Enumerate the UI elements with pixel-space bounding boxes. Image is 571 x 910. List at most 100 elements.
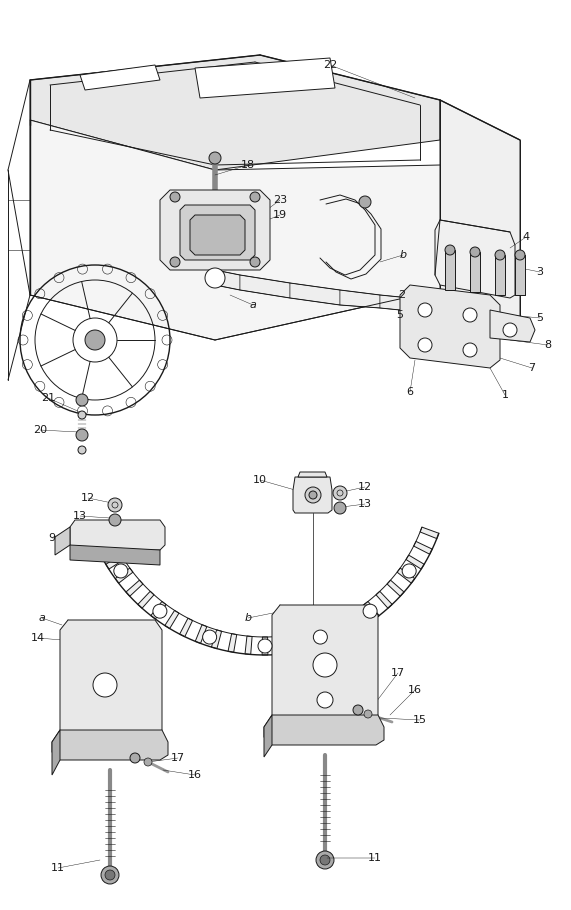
Polygon shape bbox=[440, 298, 460, 311]
Polygon shape bbox=[138, 592, 154, 608]
Circle shape bbox=[114, 564, 128, 578]
Circle shape bbox=[470, 247, 480, 257]
Text: 21: 21 bbox=[41, 393, 55, 403]
Polygon shape bbox=[298, 472, 327, 477]
Polygon shape bbox=[195, 624, 207, 643]
Polygon shape bbox=[52, 730, 168, 760]
Polygon shape bbox=[380, 295, 410, 311]
Polygon shape bbox=[290, 283, 340, 305]
Polygon shape bbox=[60, 620, 162, 738]
Text: 3: 3 bbox=[537, 267, 544, 277]
Polygon shape bbox=[106, 555, 124, 569]
Text: 12: 12 bbox=[358, 482, 372, 492]
Polygon shape bbox=[190, 215, 245, 255]
Polygon shape bbox=[228, 633, 237, 652]
Polygon shape bbox=[440, 100, 520, 320]
Circle shape bbox=[250, 192, 260, 202]
Circle shape bbox=[170, 192, 180, 202]
Circle shape bbox=[170, 257, 180, 267]
Circle shape bbox=[353, 705, 363, 715]
Text: a: a bbox=[39, 613, 46, 623]
Polygon shape bbox=[470, 252, 480, 292]
Polygon shape bbox=[240, 275, 290, 298]
Circle shape bbox=[108, 498, 122, 512]
Text: 20: 20 bbox=[33, 425, 47, 435]
Polygon shape bbox=[340, 290, 380, 308]
Polygon shape bbox=[376, 592, 392, 608]
Text: 13: 13 bbox=[358, 499, 372, 509]
Polygon shape bbox=[245, 636, 252, 654]
Text: 6: 6 bbox=[407, 387, 413, 397]
Circle shape bbox=[105, 870, 115, 880]
Text: 17: 17 bbox=[171, 753, 185, 763]
Polygon shape bbox=[126, 581, 143, 596]
Polygon shape bbox=[308, 630, 319, 649]
Polygon shape bbox=[262, 637, 268, 655]
Text: 11: 11 bbox=[368, 853, 382, 863]
Text: 15: 15 bbox=[413, 715, 427, 725]
Polygon shape bbox=[30, 55, 440, 170]
Polygon shape bbox=[460, 298, 480, 313]
Circle shape bbox=[320, 855, 330, 865]
Polygon shape bbox=[515, 255, 525, 295]
Polygon shape bbox=[400, 285, 500, 368]
Circle shape bbox=[333, 486, 347, 500]
Polygon shape bbox=[278, 636, 285, 654]
Polygon shape bbox=[165, 611, 179, 629]
Polygon shape bbox=[413, 541, 432, 554]
Circle shape bbox=[359, 196, 371, 208]
Text: 14: 14 bbox=[31, 633, 45, 643]
Text: 23: 23 bbox=[273, 195, 287, 205]
Circle shape bbox=[515, 250, 525, 260]
Polygon shape bbox=[211, 630, 222, 649]
Circle shape bbox=[313, 653, 337, 677]
Polygon shape bbox=[215, 270, 240, 290]
Polygon shape bbox=[351, 611, 365, 629]
Circle shape bbox=[364, 710, 372, 718]
Polygon shape bbox=[272, 605, 378, 723]
Polygon shape bbox=[397, 568, 415, 583]
Text: 4: 4 bbox=[522, 232, 529, 242]
Polygon shape bbox=[293, 633, 302, 652]
Text: 1: 1 bbox=[501, 390, 509, 400]
Circle shape bbox=[93, 673, 117, 697]
Circle shape bbox=[258, 639, 272, 653]
Circle shape bbox=[463, 343, 477, 357]
Text: 16: 16 bbox=[188, 770, 202, 780]
Text: b: b bbox=[400, 250, 407, 260]
Text: 16: 16 bbox=[408, 685, 422, 695]
Polygon shape bbox=[55, 527, 70, 555]
Circle shape bbox=[503, 323, 517, 337]
Text: b: b bbox=[244, 613, 252, 623]
Circle shape bbox=[76, 394, 88, 406]
Polygon shape bbox=[420, 527, 439, 539]
Circle shape bbox=[402, 564, 416, 578]
Text: a: a bbox=[250, 300, 256, 310]
Polygon shape bbox=[151, 602, 166, 619]
Polygon shape bbox=[52, 730, 60, 775]
Polygon shape bbox=[70, 545, 160, 565]
Text: 10: 10 bbox=[253, 475, 267, 485]
Circle shape bbox=[203, 630, 216, 644]
Polygon shape bbox=[337, 618, 351, 637]
Circle shape bbox=[316, 851, 334, 869]
Circle shape bbox=[85, 330, 105, 350]
Polygon shape bbox=[264, 715, 272, 757]
Circle shape bbox=[305, 487, 321, 503]
Text: 2: 2 bbox=[399, 290, 405, 300]
Polygon shape bbox=[264, 715, 384, 745]
Circle shape bbox=[418, 338, 432, 352]
Polygon shape bbox=[490, 310, 535, 342]
Circle shape bbox=[334, 502, 346, 514]
Polygon shape bbox=[323, 624, 335, 643]
Polygon shape bbox=[293, 477, 332, 513]
Polygon shape bbox=[70, 520, 165, 550]
Circle shape bbox=[250, 257, 260, 267]
Polygon shape bbox=[495, 255, 505, 295]
Polygon shape bbox=[30, 120, 440, 340]
Text: 5: 5 bbox=[396, 310, 404, 320]
Text: 13: 13 bbox=[73, 511, 87, 521]
Polygon shape bbox=[80, 65, 160, 90]
Circle shape bbox=[109, 514, 121, 526]
Text: 18: 18 bbox=[241, 160, 255, 170]
